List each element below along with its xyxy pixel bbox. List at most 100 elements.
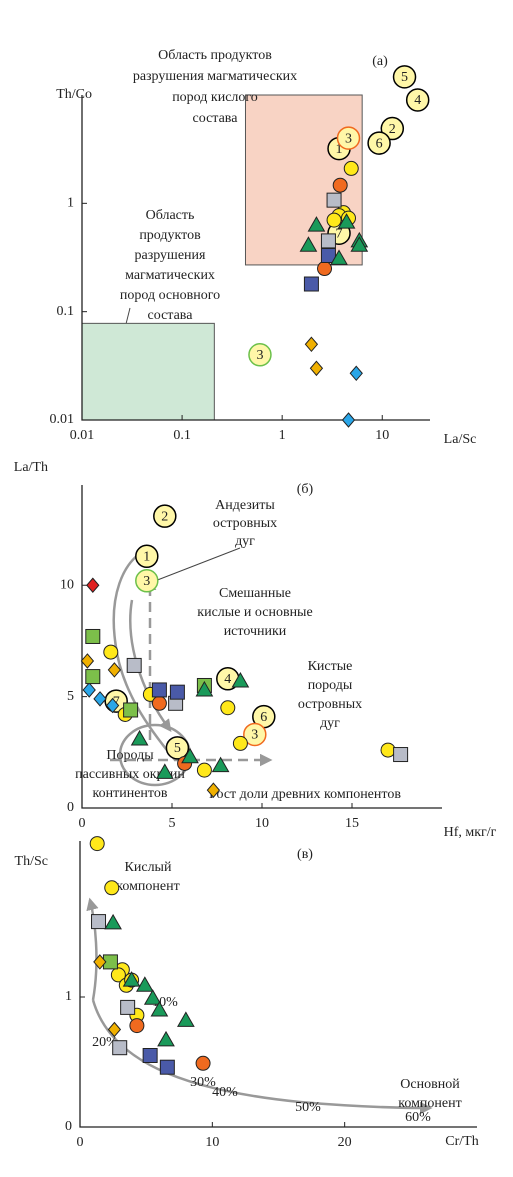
point-label: 1 — [336, 142, 343, 157]
chart-title: (а) — [372, 54, 388, 69]
point — [337, 213, 356, 229]
annotation: дуг — [235, 534, 255, 549]
point — [143, 989, 162, 1005]
numbered-point — [336, 126, 361, 150]
point — [91, 914, 107, 930]
point — [93, 691, 107, 707]
point-label: 7 — [336, 226, 343, 241]
point — [86, 577, 100, 594]
point — [320, 233, 336, 249]
point — [349, 365, 363, 382]
chart: 0.01 0.1 1 10 0.01 0.1 1 (а) Th/Co La/Sc Область п… — [50, 48, 477, 447]
y-axis-label: La/Th — [14, 460, 48, 475]
point — [195, 1055, 211, 1071]
point — [89, 836, 105, 852]
numbered-point — [392, 65, 417, 89]
annotation: продуктов — [139, 228, 201, 243]
chart: 0 10 20 0 1 (в) Th/Sc Cr/Th Кислый компонент Основ… — [15, 836, 479, 1150]
point — [303, 276, 319, 292]
x-tick-label: 1 — [279, 428, 286, 443]
point — [129, 1018, 145, 1034]
y-axis-label: Th/Co — [56, 87, 92, 102]
y-tick-label: 0.1 — [57, 304, 75, 319]
point — [350, 236, 369, 252]
point — [304, 336, 319, 353]
annotation: 60% — [405, 1110, 431, 1125]
point — [104, 880, 120, 896]
numbered-point — [135, 569, 159, 593]
y-tick-label: 1 — [67, 196, 74, 211]
numbered-point — [248, 343, 272, 367]
annotation: Рост доли древних компонентов — [209, 787, 401, 802]
x-tick-label: 20 — [338, 1135, 352, 1150]
point — [103, 644, 119, 660]
x-axis-label: Hf, мкг/г — [444, 825, 497, 840]
annotation: континентов — [93, 786, 168, 801]
annotation: островных — [298, 697, 362, 712]
point-label: 3 — [143, 574, 150, 589]
point-label: 2 — [389, 122, 396, 137]
point — [169, 684, 185, 700]
point — [299, 236, 318, 252]
point — [380, 742, 396, 758]
point — [195, 680, 214, 697]
point-label: 3 — [345, 131, 352, 146]
numbered-point — [135, 544, 159, 569]
x-axis-label: La/Sc — [444, 432, 477, 447]
point — [107, 662, 122, 678]
x-tick-label: 0.01 — [70, 428, 95, 443]
point-label: 4 — [414, 93, 421, 108]
chart-title: (б) — [297, 482, 314, 497]
x-axis-label: Cr/Th — [445, 1134, 478, 1149]
mixing-curve — [86, 897, 99, 1001]
y-axis-label: Th/Sc — [15, 854, 48, 869]
point — [157, 1030, 175, 1047]
point — [82, 682, 96, 698]
annotation: Смешанные — [219, 586, 291, 601]
annotation: Андезиты — [215, 498, 275, 513]
point — [107, 1021, 122, 1038]
numbered-point — [405, 88, 430, 112]
point — [309, 360, 324, 377]
annotation: 40% — [212, 1085, 238, 1100]
annotation: разрушения магматических — [133, 69, 297, 84]
annotation: дуг — [320, 716, 340, 731]
point — [159, 1059, 175, 1075]
region — [81, 322, 215, 421]
x-tick-label: 0 — [79, 816, 86, 831]
annotation: 20% — [92, 1035, 118, 1050]
numbered-point — [367, 131, 391, 155]
annotation: Породы — [106, 748, 154, 763]
point — [317, 261, 333, 277]
point-label: 3 — [256, 348, 263, 363]
point — [332, 177, 348, 193]
point — [123, 702, 139, 718]
point — [231, 672, 250, 688]
numbered-point — [380, 116, 405, 141]
chart-title: (в) — [297, 847, 313, 862]
point — [85, 628, 101, 644]
point — [181, 747, 199, 764]
annotation: компонент — [116, 879, 180, 894]
point — [135, 976, 154, 992]
x-tick-label: 0.1 — [173, 428, 191, 443]
point-label: 6 — [260, 710, 267, 725]
y-tick-label: 1 — [65, 989, 72, 1004]
point — [320, 247, 336, 263]
point — [80, 653, 95, 669]
x-tick-label: 15 — [345, 816, 359, 831]
annotation: источники — [224, 624, 287, 639]
point — [393, 747, 409, 763]
annotation: Область — [146, 208, 195, 223]
point — [196, 762, 212, 778]
point — [155, 763, 174, 779]
annotation: Область продуктов — [158, 48, 272, 63]
point — [326, 212, 342, 228]
annotation: магматических — [125, 268, 215, 283]
annotation: Кистые — [308, 659, 353, 674]
point — [326, 192, 342, 208]
annotation: 50% — [295, 1100, 321, 1115]
point — [206, 782, 221, 798]
